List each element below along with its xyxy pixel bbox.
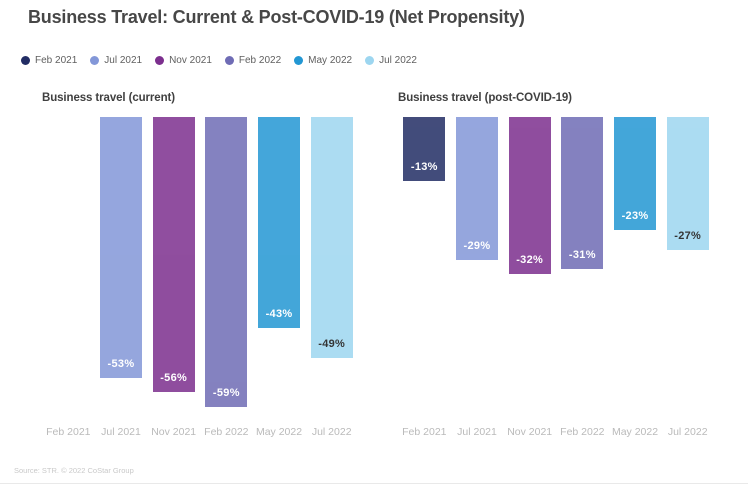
bar-value-label: -29%	[463, 240, 491, 252]
legend-item-jul-2021: Jul 2021	[90, 55, 142, 66]
x-axis-tick-label: Jul 2021	[101, 426, 141, 438]
x-axis-tick-label: Jul 2022	[311, 426, 352, 438]
charts-row: Business travel (current) -53% -56% -59% -4…	[42, 92, 714, 438]
bar-value-label: -23%	[621, 210, 649, 222]
bar-slot-jul-2021: -53%	[95, 117, 148, 412]
legend-item-feb-2021: Feb 2021	[21, 55, 77, 66]
bar-slot-may-2022: -43%	[253, 117, 306, 412]
bar-value-label: -56%	[160, 372, 188, 384]
chart-subtitle-current: Business travel (current)	[42, 92, 175, 104]
plot-area-post-covid: -13% -29% -32% -31% -23% -27%	[398, 117, 714, 412]
bar-value-label: -53%	[107, 358, 135, 370]
x-axis-tick-label: Feb 2022	[560, 426, 605, 438]
legend-label: Jul 2022	[379, 55, 417, 66]
plot-area-current: -53% -56% -59% -43% -49%	[42, 117, 358, 412]
bar-slot-nov-2021: -32%	[503, 117, 556, 412]
x-axis-tick-label: Nov 2021	[507, 426, 553, 438]
legend-label: Feb 2022	[238, 55, 282, 66]
legend-label: May 2022	[308, 55, 353, 66]
bar-feb-2021: -13%	[403, 117, 446, 181]
x-axis-tick-label: May 2022	[611, 426, 659, 438]
x-axis-tick-label: Jul 2022	[667, 426, 708, 438]
bar-slot-nov-2021: -56%	[147, 117, 200, 412]
bar-jul-2021: -29%	[456, 117, 498, 260]
chart-business-travel-current: Business travel (current) -53% -56% -59% -4…	[42, 92, 358, 438]
chart-business-travel-post-covid: Business travel (post-COVID-19) -13% -29%…	[398, 92, 714, 438]
bar-jul-2022: -27%	[666, 117, 709, 250]
x-axis-tick-label: Feb 2022	[204, 426, 249, 438]
chart-subtitle-post-covid: Business travel (post-COVID-19)	[398, 92, 572, 104]
bar-slot-feb-2021: -13%	[398, 117, 451, 412]
bar-slot-jul-2022: -27%	[661, 117, 714, 412]
legend-dot-icon	[90, 56, 100, 65]
legend-item-may-2022: May 2022	[294, 55, 352, 66]
legend: Feb 2021 Jul 2021 Nov 2021 Feb 2022 May 2022…	[21, 55, 417, 66]
bar-nov-2021: -56%	[152, 117, 195, 392]
legend-dot-icon	[155, 56, 165, 65]
bar-slot-jul-2021: -29%	[451, 117, 504, 412]
bar-value-label: -59%	[212, 387, 240, 399]
x-axis-tick-label: Jul 2021	[457, 426, 497, 438]
bar-value-label: -43%	[265, 308, 293, 320]
bar-feb-2022: -31%	[561, 117, 604, 269]
legend-item-jul-2022: Jul 2022	[365, 55, 417, 66]
source-note: Source: STR. © 2022 CoStar Group	[14, 466, 134, 475]
bar-value-label: -27%	[674, 230, 702, 242]
legend-label: Nov 2021	[169, 55, 212, 66]
bar-value-label: -32%	[516, 254, 544, 266]
x-axis-tick-label: Feb 2021	[46, 426, 91, 438]
x-axis-labels-post-covid: Feb 2021 Jul 2021 Nov 2021 Feb 2022 May 2022…	[398, 426, 714, 438]
legend-dot-icon	[365, 56, 375, 65]
bar-slot-feb-2022: -31%	[556, 117, 609, 412]
x-axis-labels-current: Feb 2021 Jul 2021 Nov 2021 Feb 2022 May 2022…	[42, 426, 358, 438]
bar-feb-2022: -59%	[205, 117, 248, 407]
bar-slot-feb-2021	[42, 117, 95, 412]
bar-slot-may-2022: -23%	[609, 117, 662, 412]
bar-jul-2022: -49%	[310, 117, 353, 358]
x-axis-tick-label: Nov 2021	[151, 426, 197, 438]
legend-label: Feb 2021	[35, 55, 78, 66]
bar-slot-jul-2022: -49%	[305, 117, 358, 412]
bar-may-2022: -43%	[258, 117, 301, 328]
legend-dot-icon	[224, 56, 234, 65]
bar-nov-2021: -32%	[508, 117, 551, 274]
legend-dot-icon	[294, 56, 304, 65]
bar-value-label: -13%	[410, 161, 438, 173]
bar-may-2022: -23%	[614, 117, 657, 230]
page-title: Business Travel: Current & Post-COVID-19…	[28, 7, 525, 27]
bar-value-label: -31%	[568, 249, 596, 261]
bar-value-label: -49%	[318, 338, 346, 350]
legend-item-feb-2022: Feb 2022	[224, 55, 282, 66]
legend-label: Jul 2021	[104, 55, 143, 66]
x-axis-tick-label: May 2022	[255, 426, 303, 438]
bar-jul-2021: -53%	[100, 117, 142, 378]
x-axis-tick-label: Feb 2021	[402, 426, 447, 438]
bar-slot-feb-2022: -59%	[200, 117, 253, 412]
legend-dot-icon	[21, 56, 30, 65]
legend-item-nov-2021: Nov 2021	[155, 55, 212, 66]
